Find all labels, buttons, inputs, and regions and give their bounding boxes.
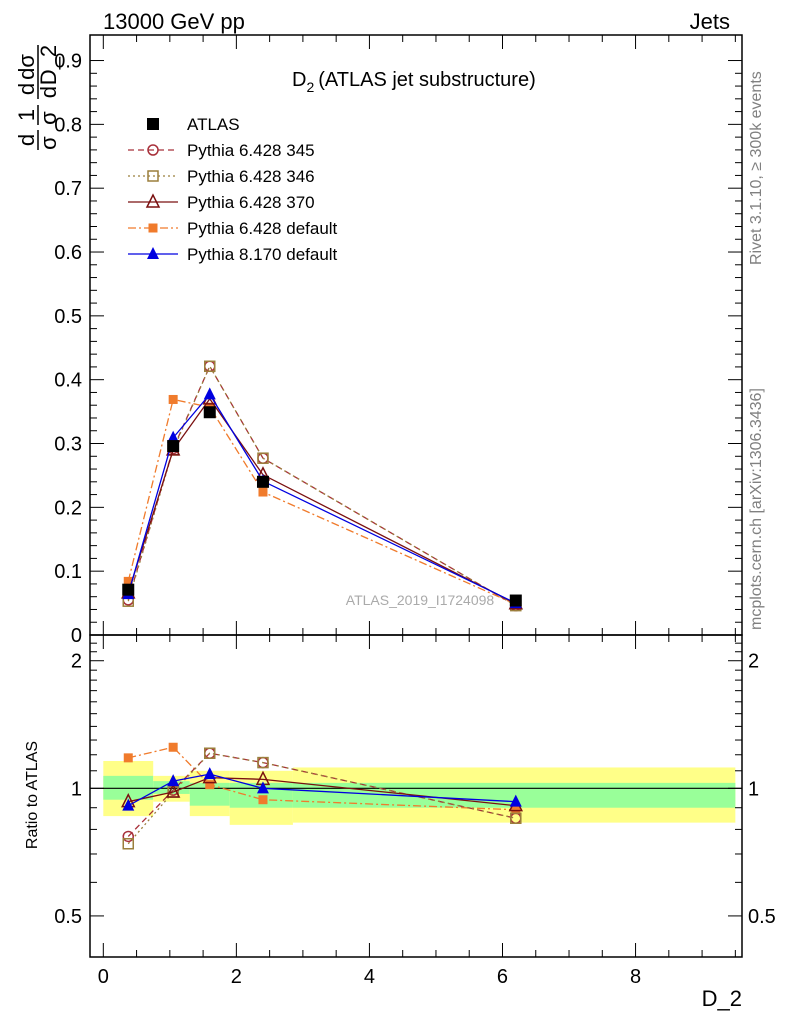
main-point-atlas-2 <box>203 406 216 419</box>
xtick-label: 0 <box>98 966 109 988</box>
main-line-py346 <box>127 364 517 607</box>
title-sub: 2 <box>306 79 314 95</box>
ratio-uncertainty-bands <box>103 761 736 825</box>
ratio-line-py346 <box>127 752 516 845</box>
mcplots-label: mcplots.cern.ch [arXiv:1306.3436] <box>748 388 765 630</box>
xtick-label: 4 <box>364 966 375 988</box>
title-main: D <box>292 69 306 91</box>
main-point-py6default-1 <box>168 394 178 404</box>
main-y-axis-label: dσ 1σ dd dσD_2 <box>14 45 61 150</box>
main-ytick-label: 0.9 <box>54 51 82 73</box>
legend: ATLAS Pythia 6.428 345 Pythia 6.428 346 Pyt… <box>128 115 338 264</box>
main-series-group <box>121 360 524 612</box>
xtick-label: 8 <box>630 966 641 988</box>
main-point-py8default-1 <box>167 430 180 443</box>
main-point-py8default-2 <box>203 387 216 400</box>
main-point-py345-2 <box>204 360 216 373</box>
legend-marker-py370 <box>145 193 161 208</box>
legend-label-py6default: Pythia 6.428 default <box>187 219 338 238</box>
main-ytick-label: 0.5 <box>54 306 82 328</box>
ratio-line-py345 <box>127 752 516 837</box>
xtick-label: 6 <box>497 966 508 988</box>
svg-text:dσ 1σ dd dσD: dσ 1σ dd dσD_2 <box>14 45 61 150</box>
legend-marker-atlas <box>147 118 159 130</box>
ratio-point-py346-3 <box>257 756 269 769</box>
main-line-py370 <box>127 397 517 605</box>
main-ytick-label: 0.2 <box>54 497 82 519</box>
main-point-py6default-0 <box>123 576 133 586</box>
title-rest: (ATLAS jet substructure) <box>318 69 535 91</box>
ratio-point-py8default-4 <box>509 794 522 807</box>
main-ytick-label: 0.1 <box>54 561 82 583</box>
header-right: Jets <box>690 9 730 34</box>
ratio-point-py345-0 <box>122 830 135 843</box>
legend-label-py345: Pythia 6.428 345 <box>187 141 315 160</box>
ratio-series-group <box>121 742 524 850</box>
legend-marker-py346 <box>147 170 159 182</box>
ratio-axis-ticks: 0.5 0.5 1 1 2 2 0 2 4 6 8 <box>54 634 776 988</box>
analysis-watermark: ATLAS_2019_I1724098 <box>346 592 495 608</box>
main-point-py346-3 <box>257 452 269 464</box>
ratio-ytick-label-left: 2 <box>71 651 82 673</box>
ratio-point-py8default-2 <box>203 767 216 780</box>
main-ytick-label: 0.6 <box>54 242 82 264</box>
ratio-ytick-label-right: 2 <box>748 651 759 673</box>
main-point-atlas-3 <box>256 475 269 488</box>
main-point-atlas-1 <box>167 440 180 453</box>
main-ytick-label: 0.4 <box>54 370 82 392</box>
ratio-point-py6default-4 <box>511 805 521 815</box>
main-point-py6default-3 <box>258 487 268 497</box>
ratio-ytick-label-left: 0.5 <box>54 906 82 928</box>
main-ytick-label: 0.3 <box>54 434 82 456</box>
header-left: 13000 GeV pp <box>103 9 245 34</box>
main-point-atlas-4 <box>509 594 522 607</box>
ratio-point-py6default-2 <box>205 780 215 790</box>
main-axis-ticks: 0 0.1 0.2 0.3 0.4 0.5 0.6 0.7 0.8 0.9 <box>54 35 742 647</box>
main-ytick-label: 0 <box>71 625 82 647</box>
ratio-frame <box>89 634 743 958</box>
axis-frames <box>89 34 743 958</box>
ratio-point-py346-0 <box>122 838 135 850</box>
x-axis-label: D_2 <box>702 986 742 1011</box>
ratio-point-py346-4 <box>510 812 522 824</box>
legend-marker-py6default <box>148 223 158 233</box>
legend-label-atlas: ATLAS <box>187 115 240 134</box>
main-ytick-label: 0.8 <box>54 114 82 136</box>
legend-label-py370: Pythia 6.428 370 <box>187 193 315 212</box>
legend-marker-py8default <box>147 247 159 259</box>
legend-marker-py345 <box>147 144 159 156</box>
xtick-label: 2 <box>231 966 242 988</box>
legend-label-py8default: Pythia 8.170 default <box>187 245 338 264</box>
ratio-point-py8default-0 <box>122 798 135 811</box>
ratio-ytick-label-right: 0.5 <box>748 906 776 928</box>
main-title: D2 (ATLAS jet substructure) <box>292 69 536 95</box>
main-point-atlas-0 <box>122 583 135 596</box>
ratio-point-py8default-1 <box>167 774 180 787</box>
ratio-point-py8default-3 <box>256 781 269 794</box>
ratio-ytick-label-left: 1 <box>71 778 82 800</box>
ratio-point-py6default-0 <box>123 753 133 763</box>
ratio-point-py370-1 <box>165 783 181 798</box>
ratio-point-py6default-1 <box>168 742 178 752</box>
ratio-y-axis-label: Ratio to ATLAS <box>24 741 41 849</box>
ratio-point-py6default-3 <box>258 795 268 805</box>
main-point-py346-2 <box>204 360 216 373</box>
legend-label-py346: Pythia 6.428 346 <box>187 167 315 186</box>
main-line-py345 <box>127 364 517 607</box>
rivet-label: Rivet 3.1.10, ≥ 300k events <box>748 71 765 265</box>
ratio-ytick-label-right: 1 <box>748 778 759 800</box>
ratio-point-py346-2 <box>204 747 216 759</box>
main-ytick-label: 0.7 <box>54 178 82 200</box>
